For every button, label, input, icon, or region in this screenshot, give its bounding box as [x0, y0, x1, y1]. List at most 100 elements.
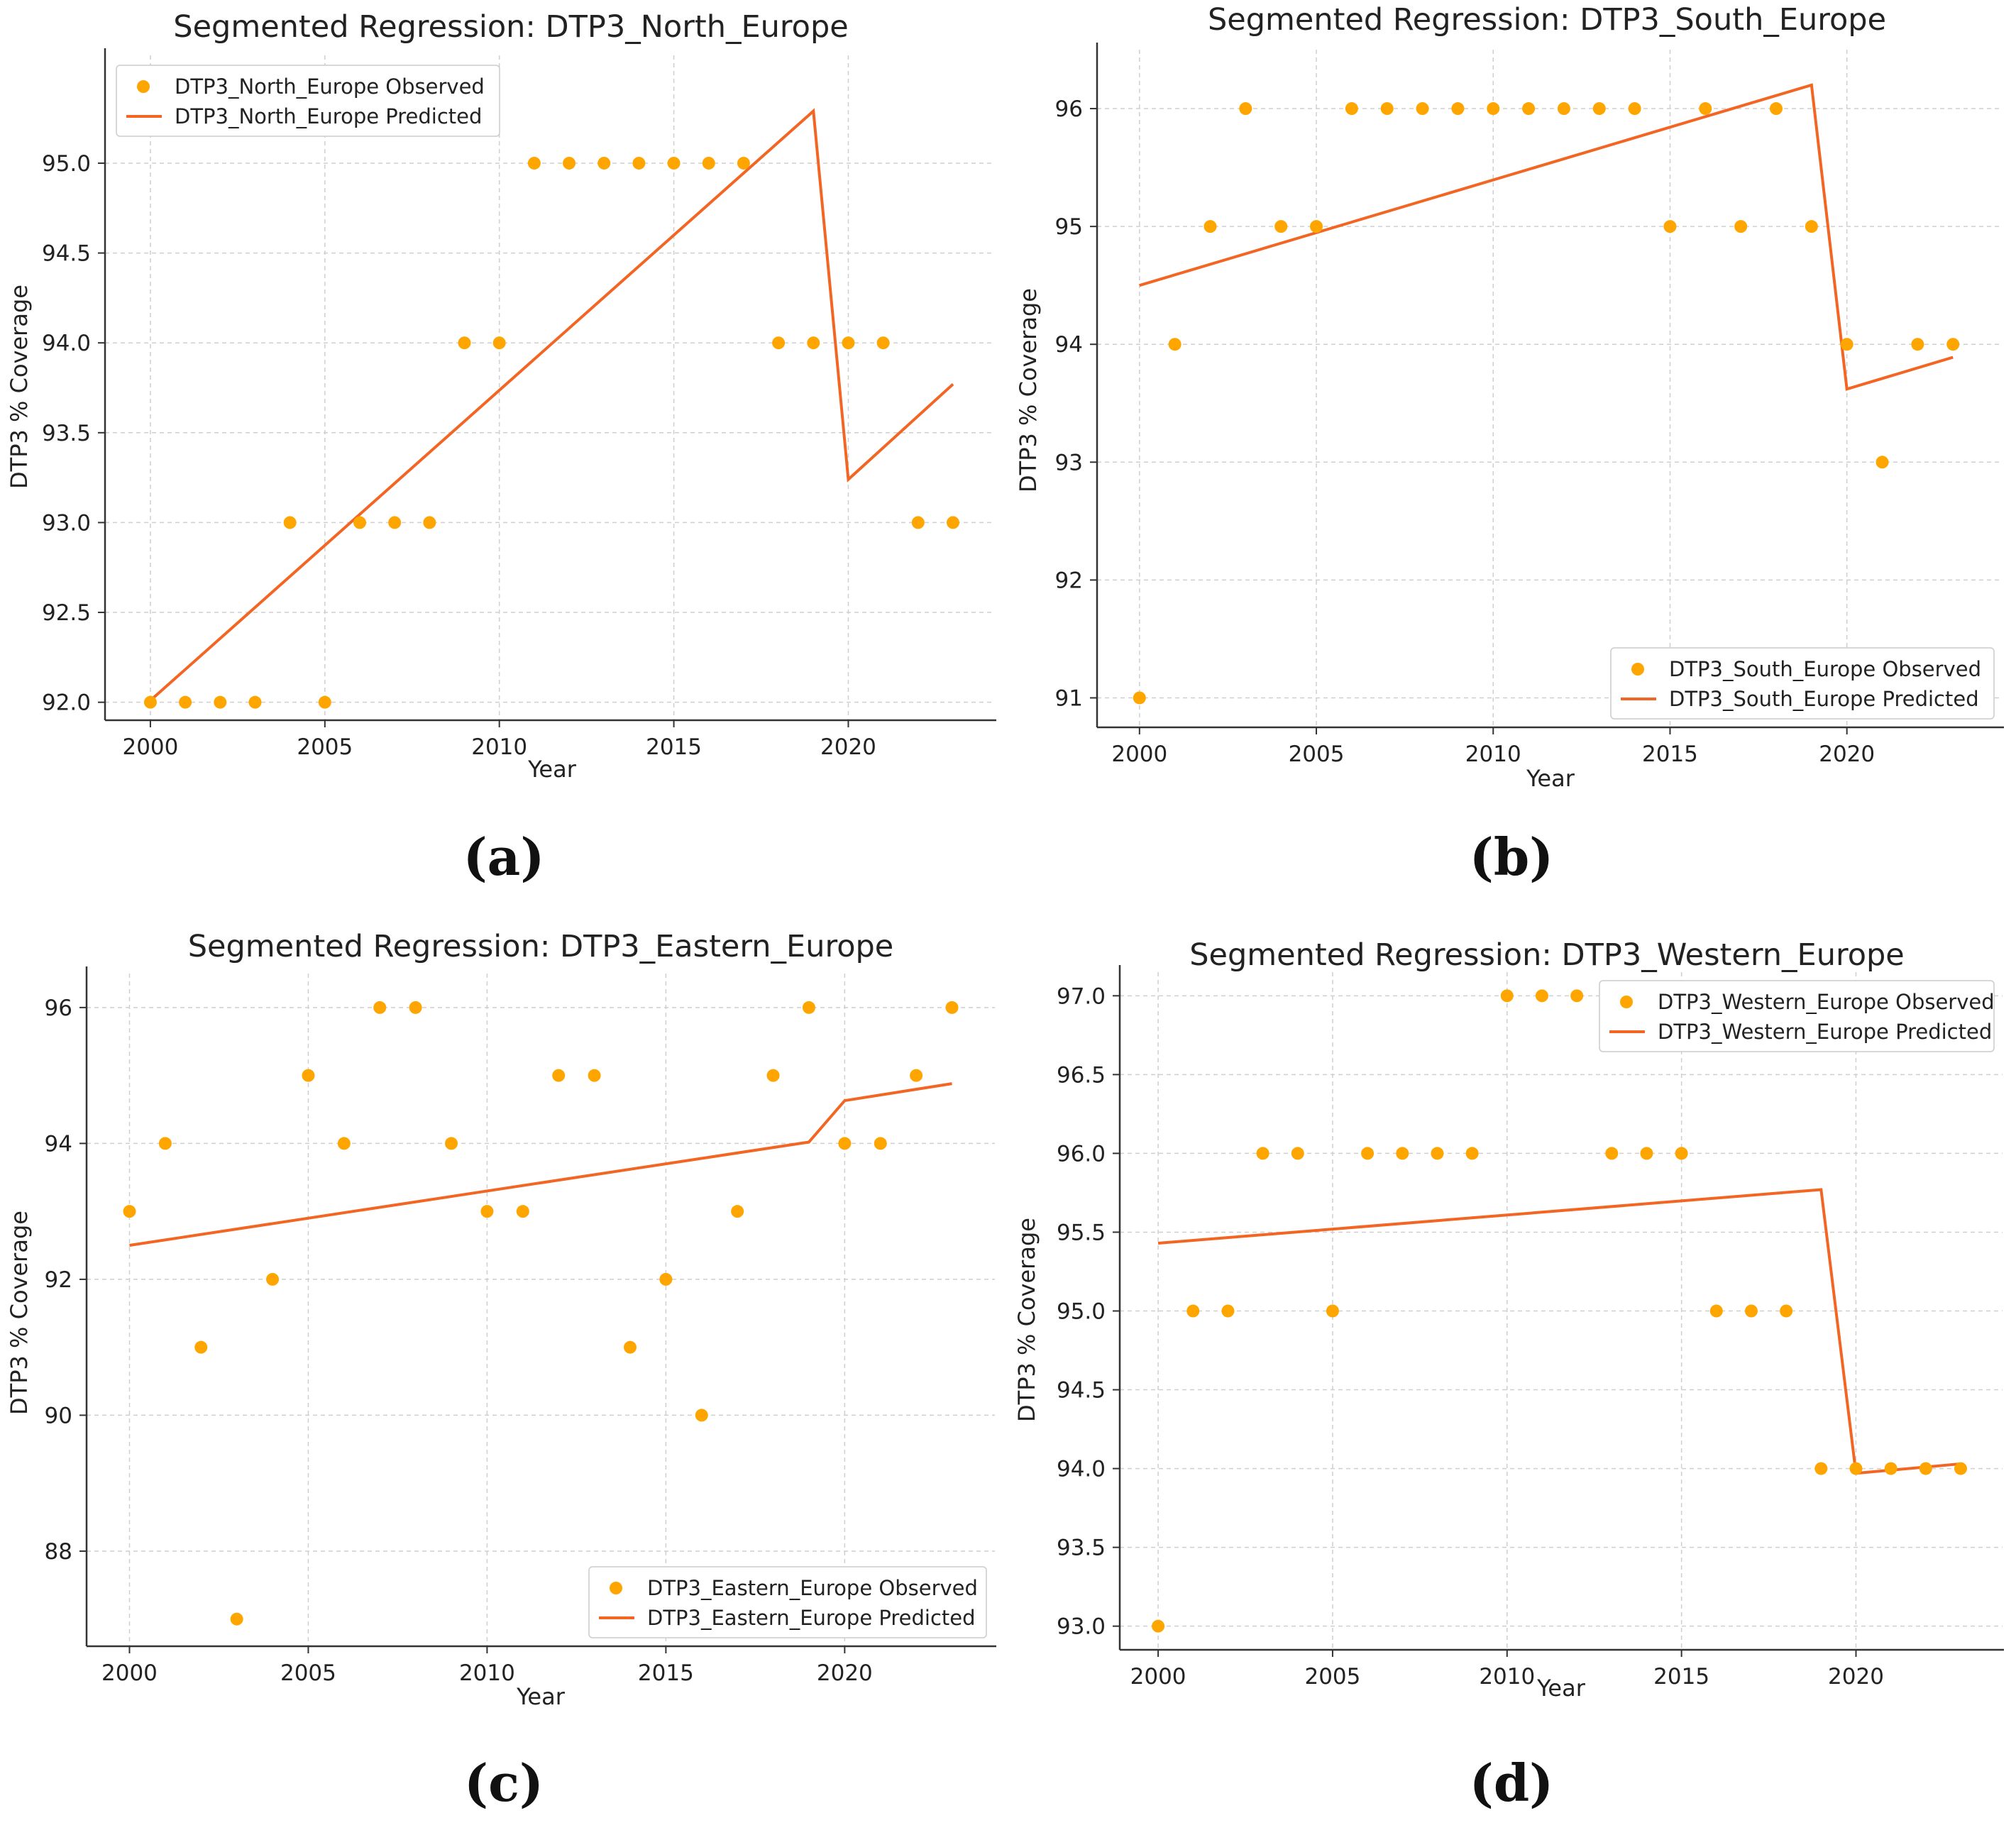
- legend-observed-marker: [1620, 996, 1633, 1008]
- observed-point: [1416, 102, 1429, 116]
- observed-point: [1875, 456, 1889, 469]
- observed-point: [910, 1069, 923, 1082]
- y-tick-label: 96.5: [1057, 1062, 1106, 1088]
- observed-point: [1699, 102, 1712, 116]
- x-tick-label: 2015: [1642, 742, 1698, 767]
- observed-point: [1203, 220, 1217, 233]
- observed-point: [1274, 220, 1288, 233]
- x-tick-label: 2015: [646, 734, 702, 760]
- legend-observed-label: DTP3_North_Europe Observed: [175, 75, 485, 99]
- observed-point: [373, 1001, 387, 1014]
- observed-point: [702, 156, 715, 170]
- observed-point: [1849, 1462, 1863, 1475]
- gridlines: [1120, 972, 2003, 1650]
- observed-point: [842, 336, 855, 350]
- observed-point: [1946, 338, 1960, 351]
- y-tick-label: 88: [45, 1539, 72, 1565]
- observed-point: [911, 516, 925, 529]
- y-tick-label: 92.0: [42, 690, 91, 716]
- y-axis-label: DTP3 % Coverage: [6, 285, 33, 489]
- observed-point: [874, 1137, 887, 1150]
- observed-point: [445, 1137, 458, 1150]
- y-axis-label: DTP3 % Coverage: [1015, 288, 1042, 492]
- observed-point: [179, 695, 192, 709]
- observed-point: [1734, 220, 1748, 233]
- legend-predicted-label: DTP3_Western_Europe Predicted: [1658, 1020, 1992, 1044]
- x-axis-label: Year: [1526, 765, 1575, 792]
- observed-point: [516, 1205, 529, 1218]
- observed-point: [1500, 989, 1514, 1003]
- panel-label-d: (d): [1469, 1753, 1554, 1813]
- x-tick-label: 2000: [1130, 1664, 1186, 1690]
- chart-panel-c: 2000 2005 2010 2015 2020 88 90 92 94 96 Segmented …: [0, 908, 1008, 1832]
- observed-point: [1522, 102, 1536, 116]
- observed-point: [492, 336, 506, 350]
- x-tick-label: 2010: [1465, 742, 1521, 767]
- legend: DTP3_South_Europe Observed DTP3_South_Eur…: [1610, 647, 1995, 720]
- x-tick-label: 2020: [817, 1660, 873, 1686]
- y-tick-label: 94.0: [1057, 1457, 1106, 1482]
- x-tick-label: 2020: [1819, 742, 1875, 767]
- chart-a-svg: 2000 2005 2010 2015 2020 92.0 92.5 93.0 93.5 94.0…: [6, 9, 996, 783]
- legend-box: [1610, 647, 1995, 720]
- legend-predicted-label: DTP3_Eastern_Europe Predicted: [647, 1606, 976, 1630]
- observed-point: [1911, 338, 1924, 351]
- observed-point: [194, 1340, 208, 1354]
- observed-point: [318, 695, 331, 709]
- panel-label-a: (a): [463, 827, 545, 887]
- y-tick-label: 93.5: [42, 421, 91, 446]
- observed-point: [1663, 220, 1677, 233]
- observed-point: [1431, 1147, 1444, 1160]
- observed-point: [623, 1340, 637, 1354]
- chart-panel-a: 2000 2005 2010 2015 2020 92.0 92.5 93.0 93.5 94.0…: [0, 0, 1008, 908]
- y-tick-label: 93.0: [42, 510, 91, 536]
- observed-point: [552, 1069, 566, 1082]
- legend: DTP3_Western_Europe Observed DTP3_Western…: [1599, 980, 1995, 1052]
- observed-point: [1814, 1462, 1828, 1475]
- observed-point: [632, 156, 646, 170]
- panel-label-c: (c): [464, 1753, 544, 1813]
- observed-point: [123, 1205, 136, 1218]
- observed-point: [1770, 102, 1783, 116]
- observed-point: [659, 1272, 673, 1286]
- chart-b-svg: 2000 2005 2010 2015 2020 91 92 93 94 95 96 Segmente…: [1015, 2, 2004, 792]
- legend-observed-marker: [1631, 663, 1644, 676]
- observed-point: [1640, 1147, 1653, 1160]
- y-tick-label: 94: [1055, 332, 1083, 358]
- legend-observed-label: DTP3_Eastern_Europe Observed: [647, 1576, 978, 1600]
- observed-point: [1133, 691, 1146, 705]
- legend-predicted-label: DTP3_South_Europe Predicted: [1669, 687, 1979, 711]
- observed-point: [302, 1069, 315, 1082]
- observed-point: [1954, 1462, 1967, 1475]
- observed-point: [1326, 1304, 1339, 1318]
- observed-point: [1310, 220, 1323, 233]
- observed-point: [1256, 1147, 1269, 1160]
- x-tick-label: 2015: [1653, 1664, 1709, 1690]
- y-tick-label: 95.0: [42, 151, 91, 177]
- x-tick-label: 2005: [297, 734, 353, 760]
- observed-point: [588, 1069, 601, 1082]
- y-tick-label: 96.0: [1057, 1141, 1106, 1167]
- y-tick-label: 91: [1055, 685, 1083, 711]
- chart-title: Segmented Regression: DTP3_Eastern_Europ…: [188, 929, 894, 964]
- observed-point: [1396, 1147, 1409, 1160]
- y-tick-label: 97.0: [1057, 983, 1106, 1009]
- observed-point: [1675, 1147, 1688, 1160]
- y-tick-label: 96: [45, 996, 72, 1021]
- observed-point: [158, 1137, 172, 1150]
- y-tick-label: 95.0: [1057, 1299, 1106, 1325]
- y-tick-label: 93: [1055, 450, 1083, 475]
- predicted-line: [129, 1082, 952, 1247]
- observed-point: [1345, 102, 1358, 116]
- observed-point: [1152, 1619, 1165, 1633]
- y-tick-label: 95: [1055, 214, 1083, 240]
- observed-point: [1780, 1304, 1793, 1318]
- y-tick-label: 92.5: [42, 600, 91, 626]
- x-tick-label: 2005: [1304, 1664, 1360, 1690]
- observed-point: [1840, 338, 1853, 351]
- y-axis-label: DTP3 % Coverage: [1013, 1218, 1040, 1422]
- panel-label-b: (b): [1469, 827, 1554, 887]
- legend-observed-label: DTP3_South_Europe Observed: [1669, 657, 1981, 681]
- observed-point: [1805, 220, 1818, 233]
- observed-point: [230, 1612, 243, 1626]
